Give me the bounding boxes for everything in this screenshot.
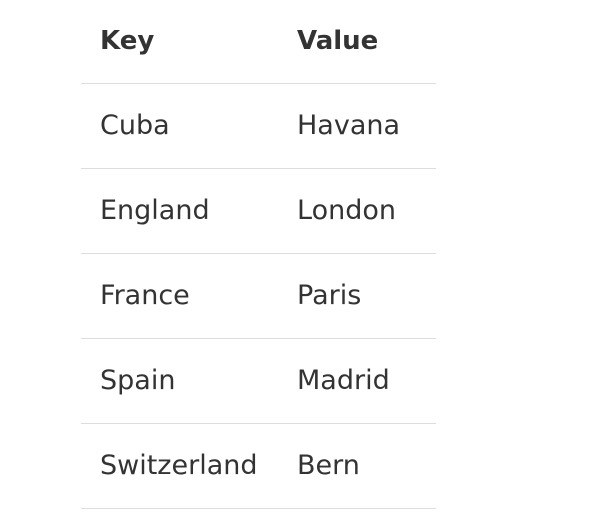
cell-key: Switzerland [81, 423, 289, 509]
cell-value: Madrid [289, 338, 436, 424]
key-value-table: Key Value Cuba Havana England London Fra… [81, 0, 436, 509]
cell-key: Cuba [81, 83, 289, 169]
table-row: England London [81, 168, 436, 254]
cell-key: France [81, 253, 289, 339]
column-header-value: Value [289, 0, 436, 84]
cell-value: Bern [289, 423, 436, 509]
cell-value: London [289, 168, 436, 254]
key-value-table-container: Key Value Cuba Havana England London Fra… [81, 0, 436, 509]
table-row: Cuba Havana [81, 83, 436, 169]
table-row: France Paris [81, 253, 436, 339]
cell-value: Havana [289, 83, 436, 169]
cell-key: Spain [81, 338, 289, 424]
table-row: Switzerland Bern [81, 423, 436, 509]
cell-key: England [81, 168, 289, 254]
cell-value: Paris [289, 253, 436, 339]
table-body: Cuba Havana England London France Paris … [81, 83, 436, 509]
table-row: Spain Madrid [81, 338, 436, 424]
header-row: Key Value [81, 0, 436, 84]
column-header-key: Key [81, 0, 289, 84]
table-header: Key Value [81, 0, 436, 84]
